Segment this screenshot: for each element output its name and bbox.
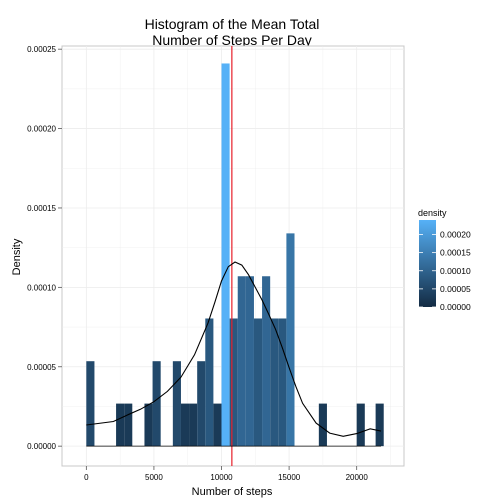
- histogram-bar: [152, 361, 161, 447]
- bars-layer: [86, 63, 384, 447]
- histogram-bar: [172, 361, 181, 447]
- chart-title-line-2: Number of Steps Per Day: [152, 32, 312, 48]
- histogram-bar: [124, 403, 133, 447]
- histogram-bar: [116, 403, 125, 447]
- x-tick-label: 10000: [210, 473, 233, 482]
- histogram-bar: [197, 361, 206, 447]
- x-axis: 0 5000 10000 15000 20000: [84, 466, 368, 482]
- histogram-bar: [221, 63, 230, 447]
- legend-label: 0.00005: [440, 284, 471, 294]
- histogram-bar: [245, 276, 254, 447]
- y-tick-label: 0.00025: [27, 45, 56, 54]
- histogram-bar: [375, 403, 384, 447]
- histogram-bar: [180, 403, 190, 447]
- histogram-bar: [270, 318, 279, 447]
- legend-label: 0.00020: [440, 230, 471, 240]
- histogram-bar: [356, 403, 365, 447]
- legend-label: 0.00000: [440, 302, 471, 312]
- legend-label: 0.00015: [440, 248, 471, 258]
- legend: density 0.000200.000150.000100.000050.00…: [418, 208, 471, 312]
- legend-title: density: [418, 208, 447, 218]
- x-tick-label: 20000: [346, 473, 369, 482]
- x-tick-label: 15000: [278, 473, 301, 482]
- histogram-bar: [213, 403, 222, 447]
- legend-colorbar: [419, 220, 436, 307]
- y-tick-label: 0.00010: [27, 283, 56, 292]
- curve-layer: [86, 261, 382, 447]
- y-axis: 0.00000 0.00005 0.00010 0.00015 0.00020 0.000…: [27, 45, 62, 451]
- histogram-bar: [237, 276, 246, 447]
- histogram-bar: [86, 361, 95, 447]
- legend-label: 0.00010: [440, 266, 471, 276]
- histogram-bar: [189, 403, 198, 447]
- y-axis-title: Density: [11, 238, 23, 275]
- plot-panel: [61, 45, 405, 467]
- histogram-bar: [262, 276, 271, 447]
- y-tick-label: 0.00020: [27, 125, 56, 134]
- histogram-bar: [205, 318, 214, 447]
- y-tick-label: 0.00005: [27, 363, 56, 372]
- density-curve: [86, 261, 382, 437]
- x-tick-label: 5000: [145, 473, 163, 482]
- chart-title-line-1: Histogram of the Mean Total: [145, 16, 320, 32]
- histogram-bar: [318, 403, 327, 447]
- x-tick-label: 0: [84, 473, 89, 482]
- histogram-bar: [253, 318, 263, 447]
- legend-labels: 0.00020 0.00015 0.00010 0.00005 0.00000: [419, 230, 471, 312]
- histogram-bar: [144, 403, 153, 447]
- histogram-bar: [278, 318, 287, 447]
- histogram-bar: [229, 318, 238, 447]
- histogram-bar: [286, 233, 295, 447]
- x-axis-title: Number of steps: [192, 486, 273, 498]
- y-tick-label: 0.00015: [27, 204, 56, 213]
- y-tick-label: 0.00000: [27, 442, 56, 451]
